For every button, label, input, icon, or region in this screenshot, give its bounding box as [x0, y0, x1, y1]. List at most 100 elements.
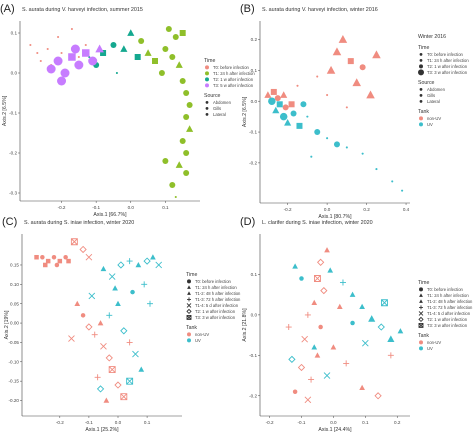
legend-title: Source — [418, 80, 435, 86]
data-point — [66, 258, 71, 264]
y-tick-label: -0.3 — [9, 191, 17, 196]
data-point — [375, 168, 378, 171]
data-point — [147, 300, 153, 307]
data-point — [268, 97, 276, 105]
panel-letter: (C) — [2, 216, 17, 228]
data-point — [175, 161, 183, 168]
legend-marker — [187, 332, 191, 337]
data-point — [318, 324, 323, 330]
data-point — [292, 263, 298, 269]
data-point — [276, 101, 283, 108]
data-point — [326, 65, 336, 74]
y-tick-label: 0.00 — [10, 321, 19, 326]
legend-marker — [205, 77, 209, 82]
data-point — [126, 258, 133, 265]
data-point — [282, 104, 289, 111]
legend-label: T1: 24 h after infection — [427, 293, 469, 298]
x-tick-label: -0.2 — [284, 207, 292, 212]
data-point — [57, 258, 63, 264]
data-point — [313, 275, 321, 282]
data-point — [296, 84, 299, 87]
data-point — [63, 254, 68, 260]
x-tick-label: -0.1 — [92, 205, 100, 210]
y-tick-label: 0.0 — [251, 99, 258, 104]
y-tick-label: -0.2 — [9, 151, 17, 156]
data-point — [51, 254, 57, 260]
legend-marker — [187, 338, 191, 343]
panel-letter: (B) — [240, 3, 255, 15]
x-tick-label: 0.0 — [330, 420, 337, 425]
data-point — [183, 114, 190, 120]
data-point — [68, 335, 75, 342]
data-point — [169, 182, 176, 188]
data-point — [345, 106, 348, 109]
legend-marker — [419, 287, 423, 292]
x-tick-label: -0.2 — [266, 420, 274, 425]
legend-marker — [205, 71, 209, 76]
data-point — [330, 344, 337, 350]
y-tick-label: -0.2 — [249, 393, 257, 398]
legend-marker — [419, 340, 423, 345]
legend-marker — [187, 285, 191, 289]
data-point — [374, 392, 382, 400]
legend-label: T3: 3 w after infection — [427, 323, 468, 328]
data-point — [97, 320, 104, 326]
legend-label: T1-3: 72 h after infection — [427, 305, 473, 310]
legend-label: T0: before infection — [427, 52, 464, 57]
panel-d: (D) L. clarifer during S. iniae infection… — [240, 216, 473, 433]
data-point — [91, 331, 98, 338]
legend-marker — [187, 291, 191, 295]
data-point — [39, 59, 42, 63]
data-point — [120, 327, 128, 335]
legend-title: Tank — [418, 109, 429, 115]
data-point — [46, 64, 56, 74]
legend-marker — [419, 299, 423, 303]
panel-a: (A) S. aurata during V. harveyi infection… — [0, 3, 255, 218]
data-point — [301, 335, 308, 343]
data-point — [138, 366, 145, 372]
legend-title: Time — [418, 280, 429, 286]
legend-label: T0: before infection — [195, 279, 232, 284]
x-tick-label: -0.1 — [298, 420, 306, 425]
data-point — [339, 279, 346, 286]
data-point — [45, 258, 51, 264]
data-point — [100, 342, 107, 350]
data-point — [158, 70, 165, 76]
legend-label: T3: 3 w after infection — [427, 70, 468, 75]
panel-b: (B) S. aurata during V. harveyi infection… — [240, 3, 469, 220]
legend-label: T1: 24 h after infection — [195, 285, 237, 290]
legend-label: T2: 1 w after infection — [213, 77, 254, 82]
y-tick-label: -0.1 — [249, 130, 257, 135]
x-tick-label: 0.2 — [394, 420, 401, 425]
legend-marker — [418, 316, 424, 323]
data-point — [162, 46, 169, 52]
legend-label: non-UV — [427, 340, 441, 345]
legend-label: T1-2: 48 h after infection — [427, 299, 473, 304]
data-point — [361, 152, 364, 155]
data-point — [144, 49, 152, 56]
x-tick-label: -0.1 — [85, 420, 93, 425]
data-point — [279, 112, 288, 121]
data-point — [306, 115, 309, 118]
data-point — [53, 56, 63, 66]
y-tick-label: 0.1 — [251, 68, 258, 73]
legend-marker — [205, 83, 209, 88]
y-tick-label: 0.15 — [10, 263, 19, 268]
data-point — [100, 50, 107, 56]
legend-marker — [419, 116, 423, 121]
panel-title: L. clarifer during S. iniae infection, w… — [262, 220, 373, 226]
legend-marker — [205, 113, 209, 116]
legend-marker — [187, 297, 191, 302]
data-point — [345, 146, 348, 149]
data-point — [300, 101, 307, 108]
data-point — [324, 247, 330, 253]
legend-label: Abdomen — [213, 100, 232, 105]
data-point — [343, 360, 350, 367]
data-point — [333, 141, 340, 148]
data-point — [77, 55, 80, 59]
y-tick-label: -0.05 — [9, 340, 20, 345]
data-point — [80, 313, 86, 318]
legend-marker — [187, 279, 191, 284]
data-point — [372, 50, 381, 59]
